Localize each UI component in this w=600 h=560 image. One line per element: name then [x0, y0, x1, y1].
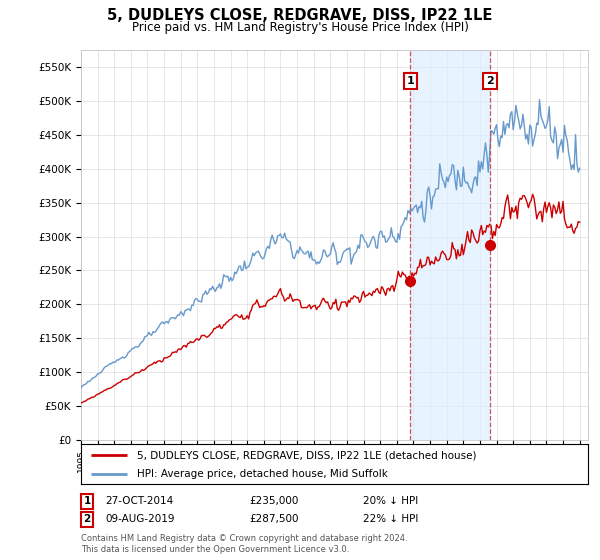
Text: 27-OCT-2014: 27-OCT-2014 [105, 496, 173, 506]
Text: 1: 1 [83, 496, 91, 506]
Text: 2: 2 [486, 76, 494, 86]
Text: Contains HM Land Registry data © Crown copyright and database right 2024.: Contains HM Land Registry data © Crown c… [81, 534, 407, 543]
Text: 1: 1 [407, 76, 415, 86]
Text: This data is licensed under the Open Government Licence v3.0.: This data is licensed under the Open Gov… [81, 545, 349, 554]
Bar [410, 50, 490, 440]
Text: HPI: Average price, detached house, Mid Suffolk: HPI: Average price, detached house, Mid … [137, 469, 388, 479]
Text: 09-AUG-2019: 09-AUG-2019 [105, 514, 175, 524]
Text: Price paid vs. HM Land Registry's House Price Index (HPI): Price paid vs. HM Land Registry's House … [131, 21, 469, 34]
Text: 2: 2 [83, 514, 91, 524]
Text: 5, DUDLEYS CLOSE, REDGRAVE, DISS, IP22 1LE: 5, DUDLEYS CLOSE, REDGRAVE, DISS, IP22 1… [107, 8, 493, 24]
Text: £287,500: £287,500 [249, 514, 299, 524]
Text: 22% ↓ HPI: 22% ↓ HPI [363, 514, 418, 524]
Text: 20% ↓ HPI: 20% ↓ HPI [363, 496, 418, 506]
Text: 5, DUDLEYS CLOSE, REDGRAVE, DISS, IP22 1LE (detached house): 5, DUDLEYS CLOSE, REDGRAVE, DISS, IP22 1… [137, 450, 476, 460]
Text: £235,000: £235,000 [249, 496, 298, 506]
